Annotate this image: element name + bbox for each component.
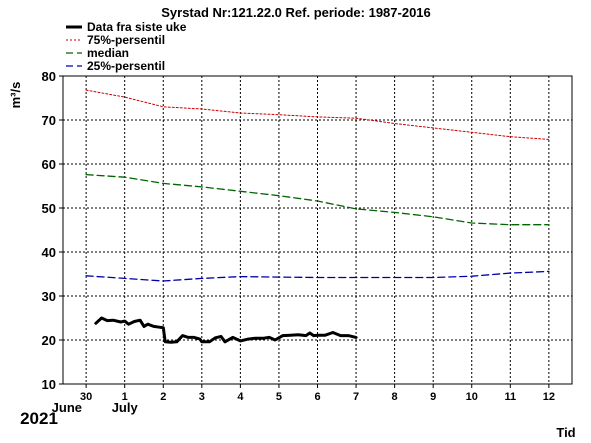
x-tick-label: 12 [543, 391, 555, 403]
series-line [85, 89, 550, 140]
y-tick-label: 10 [42, 377, 56, 392]
legend-label: 25%-persentil [87, 59, 165, 73]
x-tick-label: 6 [314, 391, 320, 403]
y-tick-label: 70 [42, 113, 56, 128]
x-tick-label: 3 [199, 391, 205, 403]
x-tick-label: 1 [122, 391, 128, 403]
legend: Data fra siste uke75%-persentilmedian25%… [66, 20, 187, 73]
x-tick-label: 30 [80, 391, 92, 403]
month-label: June [52, 400, 82, 415]
y-tick-label: 40 [42, 245, 56, 260]
x-tick-label: 9 [430, 391, 436, 403]
series-group [85, 89, 550, 344]
y-tick-label: 20 [42, 333, 56, 348]
series-line [85, 270, 550, 282]
x-tick-label: 2 [160, 391, 166, 403]
y-tick-label: 60 [42, 157, 56, 172]
y-axis: 10 20 30 40 50 60 70 80 [42, 69, 63, 392]
grid [63, 76, 572, 384]
month-label: July [112, 400, 139, 415]
x-tick-label: 4 [237, 391, 244, 403]
chart-title: Syrstad Nr:121.22.0 Ref. periode: 1987-2… [161, 5, 431, 20]
y-tick-label: 50 [42, 201, 56, 216]
x-tick-label: 11 [504, 391, 516, 403]
year-label: 2021 [20, 409, 58, 428]
legend-label: median [87, 46, 129, 60]
x-tick-label: 7 [353, 391, 359, 403]
legend-label: Data fra siste uke [87, 20, 187, 34]
x-tick-label: 5 [276, 391, 282, 403]
series-line [85, 173, 550, 226]
x-axis-label: Tid [556, 425, 575, 440]
x-tick-label: 8 [392, 391, 398, 403]
y-axis-label: m³/s [8, 82, 23, 109]
y-tick-label: 30 [42, 289, 56, 304]
legend-label: 75%-persentil [87, 33, 165, 47]
series-line [94, 316, 358, 344]
x-tick-label: 10 [466, 391, 478, 403]
y-tick-label: 80 [42, 69, 56, 84]
